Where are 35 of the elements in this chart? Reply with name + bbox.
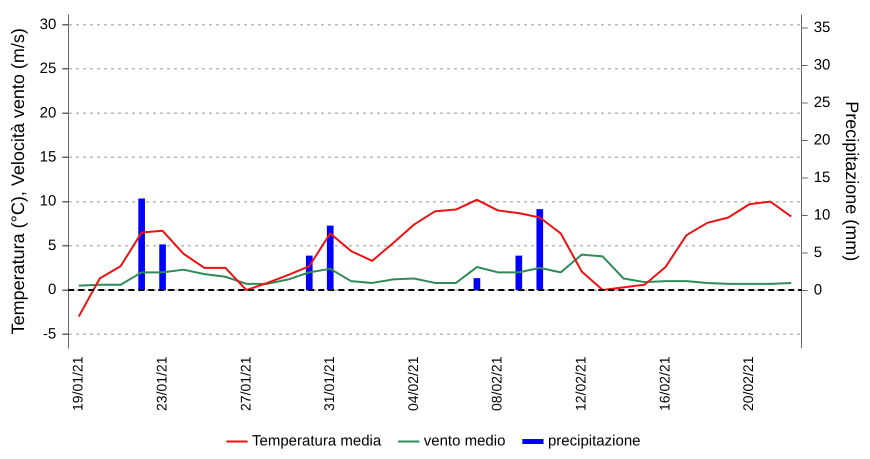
- bar: [138, 198, 145, 290]
- y-tick-label: 0: [48, 281, 56, 298]
- x-tick-label: 27/01/21: [237, 356, 254, 412]
- x-tick-label: 04/02/21: [404, 356, 421, 412]
- x-tick-label: 16/02/21: [656, 356, 672, 412]
- x-tick-label: 31/01/21: [321, 356, 338, 412]
- x-tick-label: 12/02/21: [572, 356, 589, 412]
- y-tick-label: -5: [42, 325, 56, 342]
- legend-label: precipitazione: [548, 432, 641, 450]
- y2-tick-label: 35: [814, 18, 830, 36]
- y2-tick-label: 25: [814, 94, 830, 111]
- y2-tick-label: 30: [814, 56, 830, 74]
- bar: [536, 209, 544, 290]
- y2-tick-label: 15: [814, 169, 830, 186]
- x-tick-label: 20/02/21: [740, 356, 756, 412]
- bar: [159, 244, 166, 290]
- y-tick-label: 15: [40, 148, 56, 166]
- y-tick-label: 10: [40, 192, 56, 210]
- legend-label: Temperatura media: [252, 432, 382, 450]
- x-tick-label: 08/02/21: [488, 356, 505, 412]
- y-axis-title: Temperatura (°C), Velocità vento (m/s): [8, 28, 28, 334]
- legend-label: vento medio: [424, 432, 506, 450]
- y-tick-label: 20: [40, 104, 56, 122]
- bar: [515, 256, 522, 290]
- x-tick-label: 19/01/21: [70, 356, 86, 412]
- y2-tick-label: 20: [814, 131, 830, 148]
- y2-tick-label: 0: [814, 282, 822, 299]
- y-tick-label: 30: [40, 16, 56, 33]
- x-tick-label: 23/01/21: [153, 356, 170, 412]
- y2-tick-label: 10: [814, 206, 830, 224]
- bar: [474, 278, 480, 290]
- y-tick-label: 25: [40, 60, 56, 78]
- y2-tick-label: 5: [814, 244, 822, 262]
- y2-axis-title: Precipitazione (mm): [842, 101, 862, 262]
- y-tick-label: 5: [48, 236, 56, 254]
